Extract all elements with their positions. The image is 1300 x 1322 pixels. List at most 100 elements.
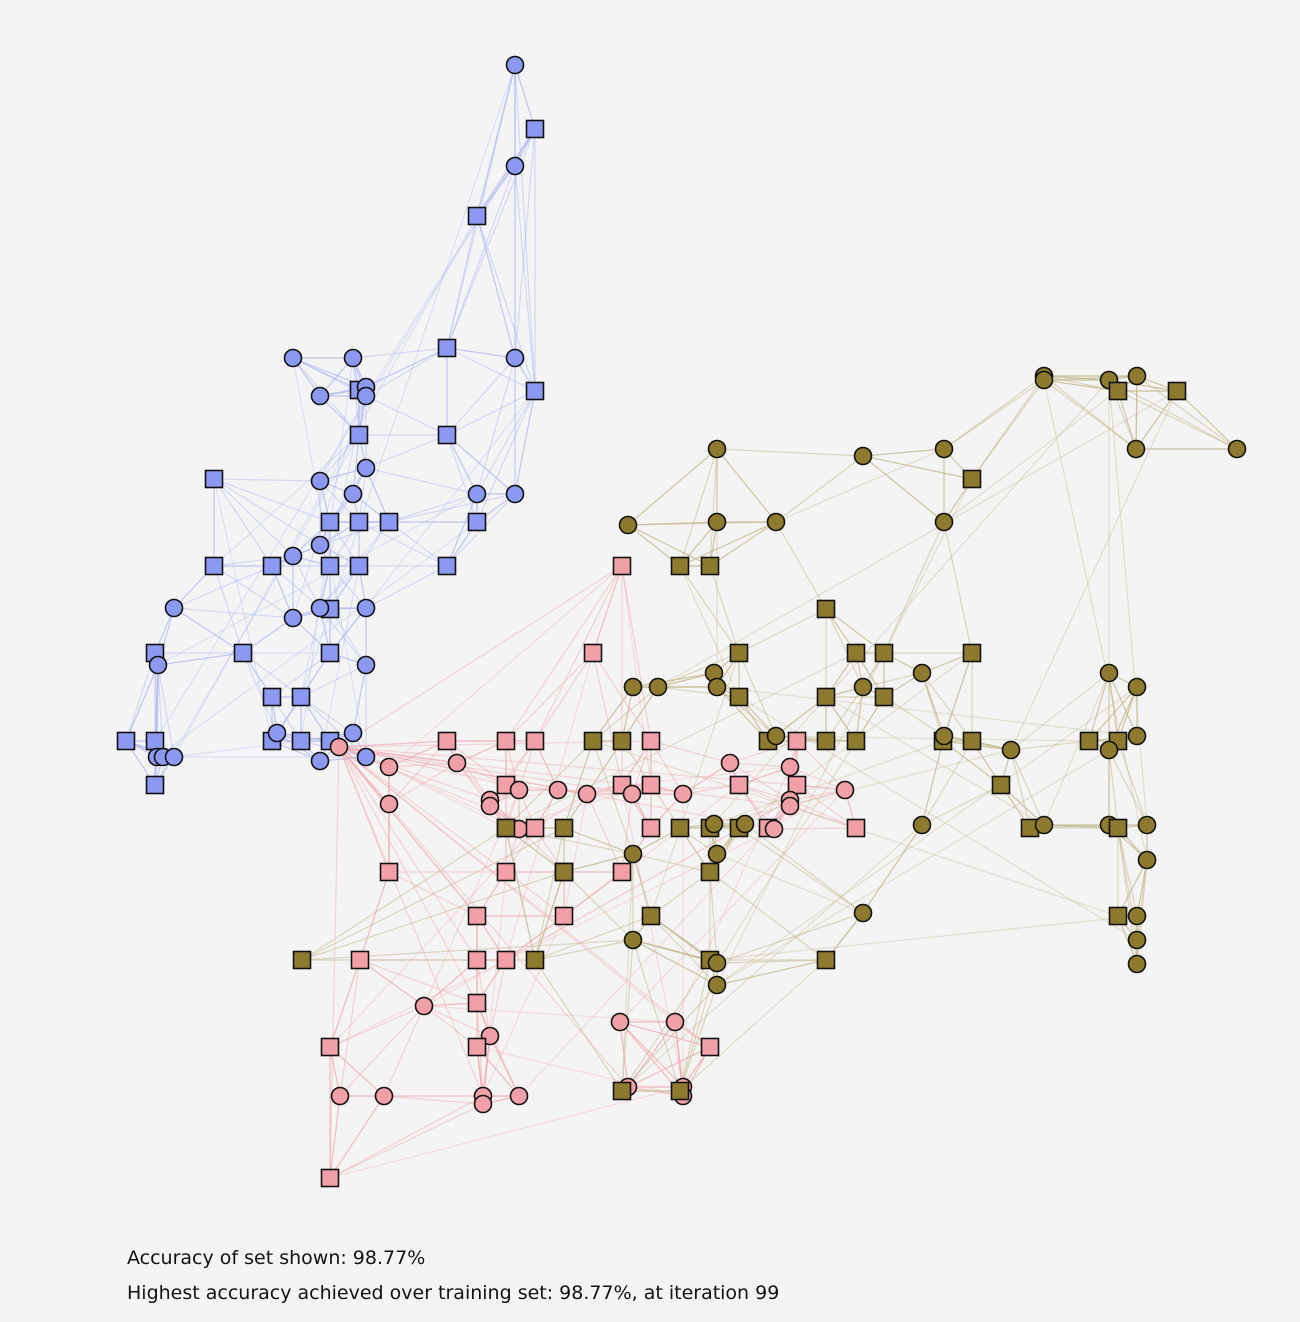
pink-circle-node (473, 1094, 493, 1114)
pink-edge (388, 766, 520, 830)
pink-edge (796, 784, 857, 829)
olive-circle-node (1001, 740, 1021, 760)
pink-edge (338, 746, 458, 764)
pink-edge (767, 789, 846, 829)
pink-square-node (787, 775, 807, 795)
blue-circle-node (148, 655, 168, 675)
olive-square-node (612, 1081, 632, 1101)
blue-edge (514, 64, 536, 130)
blue-square-node (437, 338, 457, 358)
pink-edge (338, 746, 484, 1097)
olive-circle-node (912, 663, 932, 683)
blue-edge (157, 493, 478, 666)
pink-square-node (467, 1037, 487, 1057)
blue-square-node (116, 731, 136, 751)
pink-edge (338, 746, 478, 917)
olive-square-node (670, 818, 690, 838)
blue-circle-node (343, 348, 363, 368)
blue-circle-node (283, 348, 303, 368)
olive-edge (563, 827, 634, 855)
blue-edge (514, 64, 536, 392)
pink-circle-node (720, 753, 740, 773)
olive-circle-node (853, 677, 873, 697)
blue-edge (365, 395, 448, 436)
pink-edge (682, 762, 731, 795)
pink-circle-node (622, 784, 642, 804)
olive-square-node (962, 643, 982, 663)
pink-edge (789, 789, 846, 801)
olive-edge (592, 740, 634, 855)
olive-square-node (583, 731, 603, 751)
pink-circle-node (414, 996, 434, 1016)
blue-circle-node (356, 598, 376, 618)
blue-edge (446, 64, 516, 349)
blue-edge (173, 607, 244, 654)
pink-circle-node (548, 780, 568, 800)
pink-edge (338, 746, 478, 917)
blue-edge (213, 478, 273, 742)
olive-edge (1043, 379, 1119, 392)
olive-edge (621, 824, 923, 1092)
blue-edge (476, 64, 516, 217)
pink-edge (592, 565, 623, 654)
blue-edge (300, 696, 367, 758)
blue-edge (173, 607, 294, 619)
blue-circle-node (310, 386, 330, 406)
olive-edge (1108, 749, 1119, 829)
olive-square-node (292, 950, 312, 970)
olive-edge (505, 740, 594, 829)
blue-edge (476, 215, 516, 359)
olive-square-node (670, 1081, 690, 1101)
olive-edge (632, 939, 718, 986)
olive-edge (621, 984, 718, 1092)
blue-square-node (467, 512, 487, 532)
blue-edge (476, 215, 536, 392)
olive-square-node (962, 731, 982, 751)
olive-edge (942, 652, 973, 742)
blue-edge (446, 357, 516, 436)
blue-edge (365, 347, 448, 397)
pink-circle-node (379, 757, 399, 777)
blue-edge (446, 215, 478, 349)
pink-circle-node (577, 784, 597, 804)
olive-edge (301, 871, 565, 961)
pink-edge (446, 740, 491, 801)
pink-square-node (641, 775, 661, 795)
blue-square-node (204, 556, 224, 576)
olive-square-node (554, 818, 574, 838)
olive-edge (943, 375, 1138, 523)
olive-edge (563, 740, 623, 829)
olive-edge (627, 524, 711, 567)
blue-edge (352, 664, 367, 734)
blue-edge (476, 64, 516, 217)
pink-edge (682, 784, 740, 795)
olive-edge (657, 652, 740, 688)
olive-edge (1088, 672, 1110, 742)
olive-edge (716, 686, 1138, 986)
pink-square-node (846, 818, 866, 838)
olive-edge (563, 853, 634, 873)
blue-edge (446, 493, 478, 567)
olive-square-node (554, 862, 574, 882)
blue-edge (242, 652, 278, 734)
olive-circle-node (766, 512, 786, 532)
olive-circle-node (618, 515, 638, 535)
olive-edge (775, 455, 864, 523)
blue-edge (365, 128, 536, 397)
blue-edge (446, 390, 536, 436)
olive-edge (1043, 375, 1110, 381)
pink-circle-node (447, 753, 467, 773)
olive-square-node (700, 862, 720, 882)
pink-edge (563, 871, 623, 917)
olive-circle-node (1034, 370, 1054, 390)
blue-circle-node (343, 723, 363, 743)
blue-edge (213, 478, 294, 557)
pink-edge (338, 746, 478, 1004)
olive-circle-node (766, 726, 786, 746)
olive-edge (632, 853, 652, 917)
olive-circle-node (853, 446, 873, 466)
blue-edge (514, 390, 536, 495)
pink-edge (359, 959, 478, 1004)
olive-edge (825, 608, 885, 654)
blue-edge (154, 128, 536, 742)
